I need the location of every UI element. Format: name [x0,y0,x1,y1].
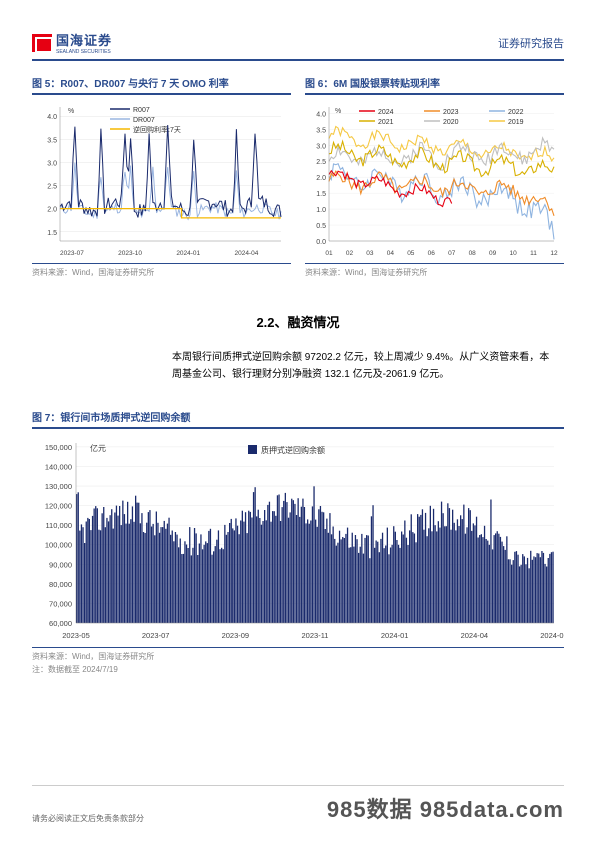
svg-text:0.5: 0.5 [316,223,326,230]
svg-text:2024: 2024 [378,109,394,116]
logo-mark-icon [32,34,52,52]
svg-text:2023-07: 2023-07 [142,631,170,640]
svg-text:140,000: 140,000 [45,462,72,471]
svg-text:10: 10 [509,250,517,257]
svg-text:150,000: 150,000 [45,443,72,452]
fig6-chart: 0.0 0.5 1.0 1.5 2.0 2.5 3.0 3.5 4.0% 01 02 03 04 05 06… [305,99,564,259]
svg-text:03: 03 [366,250,374,257]
svg-text:逆回购利率:7天: 逆回购利率:7天 [133,125,181,134]
svg-text:4.0: 4.0 [316,111,326,118]
fig6-title: 图 6：6M 国股银票转贴现利率 [305,75,564,95]
svg-text:09: 09 [489,250,497,257]
fig5-chart: 1.5 2.0 2.5 3.0 3.5 4.0% 2023-07 2023-10 2024-01… [32,99,291,259]
svg-text:04: 04 [387,250,395,257]
svg-text:2020: 2020 [443,119,459,126]
svg-text:1.5: 1.5 [47,230,57,237]
svg-text:2021: 2021 [378,119,394,126]
svg-text:%: % [335,108,341,115]
svg-text:2023-09: 2023-09 [222,631,250,640]
svg-text:120,000: 120,000 [45,502,72,511]
svg-text:2.5: 2.5 [316,159,326,166]
svg-text:1.5: 1.5 [316,191,326,198]
svg-text:2022: 2022 [508,109,524,116]
svg-text:1.0: 1.0 [316,207,326,214]
svg-text:DR007: DR007 [133,117,155,124]
svg-text:2024-06: 2024-06 [540,631,564,640]
svg-text:2.0: 2.0 [316,175,326,182]
footer-disclaimer: 请务必阅读正文后免责条款部分 [32,813,144,824]
svg-text:90,000: 90,000 [49,560,72,569]
logo-subtext: SEALAND SECURITIES [56,49,112,55]
svg-text:2023-10: 2023-10 [118,250,142,257]
svg-text:05: 05 [407,250,415,257]
svg-text:130,000: 130,000 [45,482,72,491]
svg-text:06: 06 [428,250,436,257]
svg-text:2024-01: 2024-01 [176,250,200,257]
svg-text:2.0: 2.0 [47,207,57,214]
svg-text:%: % [68,108,74,115]
svg-text:2024-01: 2024-01 [381,631,409,640]
logo-text: 国海证券 [56,30,112,49]
svg-text:2023-05: 2023-05 [62,631,90,640]
fig7-chart: 60,000 70,000 80,000 90,000 100,000 110,000 12… [32,433,564,643]
page-footer: 请务必阅读正文后免责条款部分 985数据 985data.com [32,785,564,824]
page-header: 国海证券 SEALAND SECURITIES 证券研究报告 [32,30,564,61]
svg-text:100,000: 100,000 [45,541,72,550]
svg-text:4.0: 4.0 [47,114,57,121]
section-body: 本周银行间质押式逆回购余额 97202.2 亿元，较上周减少 9.4%。从广义资… [172,349,558,383]
svg-text:02: 02 [346,250,354,257]
fig6-source: 资料来源：Wind，国海证券研究所 [305,263,564,278]
svg-text:2024-04: 2024-04 [234,250,258,257]
svg-text:0.0: 0.0 [316,239,326,246]
fig5-title: 图 5：R007、DR007 与央行 7 天 OMO 利率 [32,75,291,95]
fig5-source: 资料来源：Wind，国海证券研究所 [32,263,291,278]
fig7-note: 注：数据截至 2024/7/19 [32,664,564,675]
svg-text:3.0: 3.0 [316,143,326,150]
svg-text:07: 07 [448,250,456,257]
svg-text:3.5: 3.5 [47,137,57,144]
svg-text:2023-07: 2023-07 [60,250,84,257]
logo: 国海证券 SEALAND SECURITIES [32,30,112,55]
svg-text:2023: 2023 [443,109,459,116]
svg-text:60,000: 60,000 [49,619,72,628]
svg-text:R007: R007 [133,107,150,114]
svg-text:2.5: 2.5 [47,184,57,191]
svg-text:08: 08 [469,250,477,257]
watermark: 985数据 985data.com [327,792,564,824]
svg-text:01: 01 [325,250,333,257]
section-title: 2.2、融资情况 [32,312,564,331]
header-doc-type: 证券研究报告 [498,35,564,51]
svg-text:2024-04: 2024-04 [461,631,489,640]
svg-text:3.0: 3.0 [47,160,57,167]
svg-text:亿元: 亿元 [90,443,106,453]
fig7-title: 图 7：银行间市场质押式逆回购余额 [32,409,564,429]
svg-text:2023-11: 2023-11 [302,631,329,640]
svg-text:3.5: 3.5 [316,127,326,134]
svg-text:质押式逆回购余额: 质押式逆回购余额 [261,445,325,455]
svg-text:110,000: 110,000 [45,521,72,530]
fig7-source: 资料来源：Wind，国海证券研究所 [32,647,564,662]
svg-text:2019: 2019 [508,119,524,126]
svg-text:12: 12 [550,250,558,257]
svg-text:11: 11 [530,250,537,257]
svg-text:80,000: 80,000 [49,580,72,589]
svg-text:70,000: 70,000 [49,599,72,608]
